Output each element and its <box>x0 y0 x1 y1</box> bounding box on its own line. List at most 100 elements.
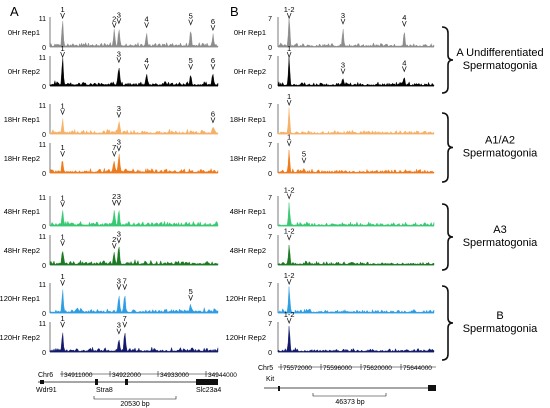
y-max-tick: 11 <box>39 103 46 110</box>
y-min-tick: 0 <box>268 224 272 231</box>
coverage-area-0hr-rep2 <box>277 55 435 87</box>
peak-arrow <box>286 193 292 200</box>
row-label: 0Hr Rep1 <box>234 28 266 37</box>
track-b-row-1: 7 0 0Hr Rep1 1-2 3 4 <box>234 5 435 52</box>
coverage-area-48hr-rep1 <box>277 202 435 227</box>
gene-label-slc23a4: Slc23a4 <box>196 387 221 394</box>
coverage-area-48hr-rep2 <box>277 245 435 266</box>
group-label-line1: A Undifferentiated <box>456 47 543 59</box>
gene-exon-stra8 <box>95 379 98 385</box>
track-b-row-5: 7 0 48Hr Rep1 1-2 <box>230 186 435 231</box>
peak-arrow <box>122 284 128 291</box>
coverage-area-0hr-rep1 <box>49 20 219 48</box>
peak-label: 1-2 <box>284 5 295 14</box>
peak-label: 4 <box>402 58 406 67</box>
row-label: 18Hr Rep1 <box>230 115 266 124</box>
peak-label: 3 <box>117 321 121 330</box>
peak-label: 1 <box>61 232 65 241</box>
peak-label: 3 <box>341 61 345 70</box>
peak-label: 6 <box>211 110 215 119</box>
track-a-row-2: 11 0 0Hr Rep2 1 3 4 5 6 <box>8 44 219 91</box>
scale-bar-label: 20530 bp <box>120 401 149 408</box>
coverage-area-18hr-rep1 <box>49 118 219 135</box>
peak-arrow <box>60 280 65 287</box>
coverage-area-0hr-rep1 <box>277 16 435 48</box>
peak-arrow <box>286 12 292 19</box>
y-max-tick: 7 <box>268 55 272 62</box>
peak-label: 2 <box>112 192 116 201</box>
row-label: 120Hr Rep1 <box>226 294 266 303</box>
peak-label: 7 <box>112 143 116 152</box>
peak-arrow <box>286 99 292 106</box>
peak-arrow <box>301 157 307 164</box>
peak-label: 1 <box>287 44 291 53</box>
coverage-area-18hr-rep2 <box>49 154 219 174</box>
group-brace <box>441 112 454 183</box>
track-a-row-7: 11 0 120Hr Rep1 1 3 7 5 <box>0 272 219 318</box>
peak-label: 6 <box>211 17 215 26</box>
peak-arrow <box>116 328 122 335</box>
peak-arrow <box>286 317 292 324</box>
gene-exon-slc23a4 <box>196 379 218 385</box>
peak-label: 3 <box>117 10 121 19</box>
coordinate-tick-label: 34922000 <box>112 372 141 379</box>
peak-label: 1 <box>61 272 65 281</box>
peak-arrow <box>60 150 65 158</box>
y-max-tick: 11 <box>39 55 46 62</box>
group-brace <box>441 26 454 94</box>
panel-letter-b: B <box>230 4 239 19</box>
y-min-tick: 0 <box>42 224 46 231</box>
coverage-area-120hr-rep1 <box>49 289 219 314</box>
peak-arrow <box>60 12 65 19</box>
coordinate-tick-label: 34933000 <box>160 372 189 379</box>
peak-label: 4 <box>145 14 149 23</box>
group-label-line2: Spermatogonia <box>463 148 538 160</box>
y-max-tick: 7 <box>268 16 272 23</box>
y-max-tick: 7 <box>268 234 272 241</box>
peak-label: 1 <box>61 101 65 110</box>
y-max-tick: 11 <box>39 195 46 202</box>
gene-label-kit: Kit <box>266 376 274 383</box>
peak-label: 5 <box>189 287 193 296</box>
group-label-line1: A3 <box>493 224 506 236</box>
peak-arrow <box>286 234 292 241</box>
peak-arrow <box>116 237 122 244</box>
gene-exon-kit <box>278 386 280 391</box>
y-min-tick: 0 <box>268 263 272 270</box>
peak-label: 3 <box>117 276 121 285</box>
y-max-tick: 7 <box>268 142 272 149</box>
coverage-area-48hr-rep2 <box>49 246 219 266</box>
gene-exon-wdr91 <box>40 380 44 384</box>
peak-arrow <box>210 24 216 32</box>
y-min-tick: 0 <box>268 311 272 318</box>
peak-label: 1-2 <box>284 310 295 319</box>
peak-label: 1 <box>61 193 65 202</box>
peak-label: 3 <box>117 138 121 147</box>
row-label: 48Hr Rep1 <box>230 207 266 216</box>
peak-label: 1-2 <box>284 271 295 280</box>
peak-label: 4 <box>402 13 406 22</box>
peak-label: 1-2 <box>284 186 295 195</box>
coverage-area-18hr-rep2 <box>277 149 435 174</box>
peak-label: 1 <box>61 5 65 14</box>
scale-bar <box>93 396 177 400</box>
peak-label: 4 <box>145 56 149 65</box>
row-label: 48Hr Rep2 <box>4 246 40 255</box>
gene-exon-stra8 <box>125 379 128 385</box>
group-label-line2: Spermatogonia <box>463 323 538 335</box>
peak-label: 1 <box>287 92 291 101</box>
peak-arrow <box>286 51 292 58</box>
y-max-tick: 11 <box>39 282 46 289</box>
peak-arrow <box>286 140 292 147</box>
row-label: 18Hr Rep2 <box>4 154 40 163</box>
y-max-tick: 11 <box>39 321 46 328</box>
peak-arrow <box>401 20 407 27</box>
peak-arrow <box>116 145 122 152</box>
coordinate-tick-label: 34944000 <box>208 372 237 379</box>
group-label-line2: Spermatogonia <box>463 237 538 249</box>
gene-track-a: Chr6 34911000 34922000 34933000 34944000 Wdr9… <box>36 371 237 408</box>
peak-arrow <box>60 240 65 247</box>
group-brace <box>441 203 454 271</box>
